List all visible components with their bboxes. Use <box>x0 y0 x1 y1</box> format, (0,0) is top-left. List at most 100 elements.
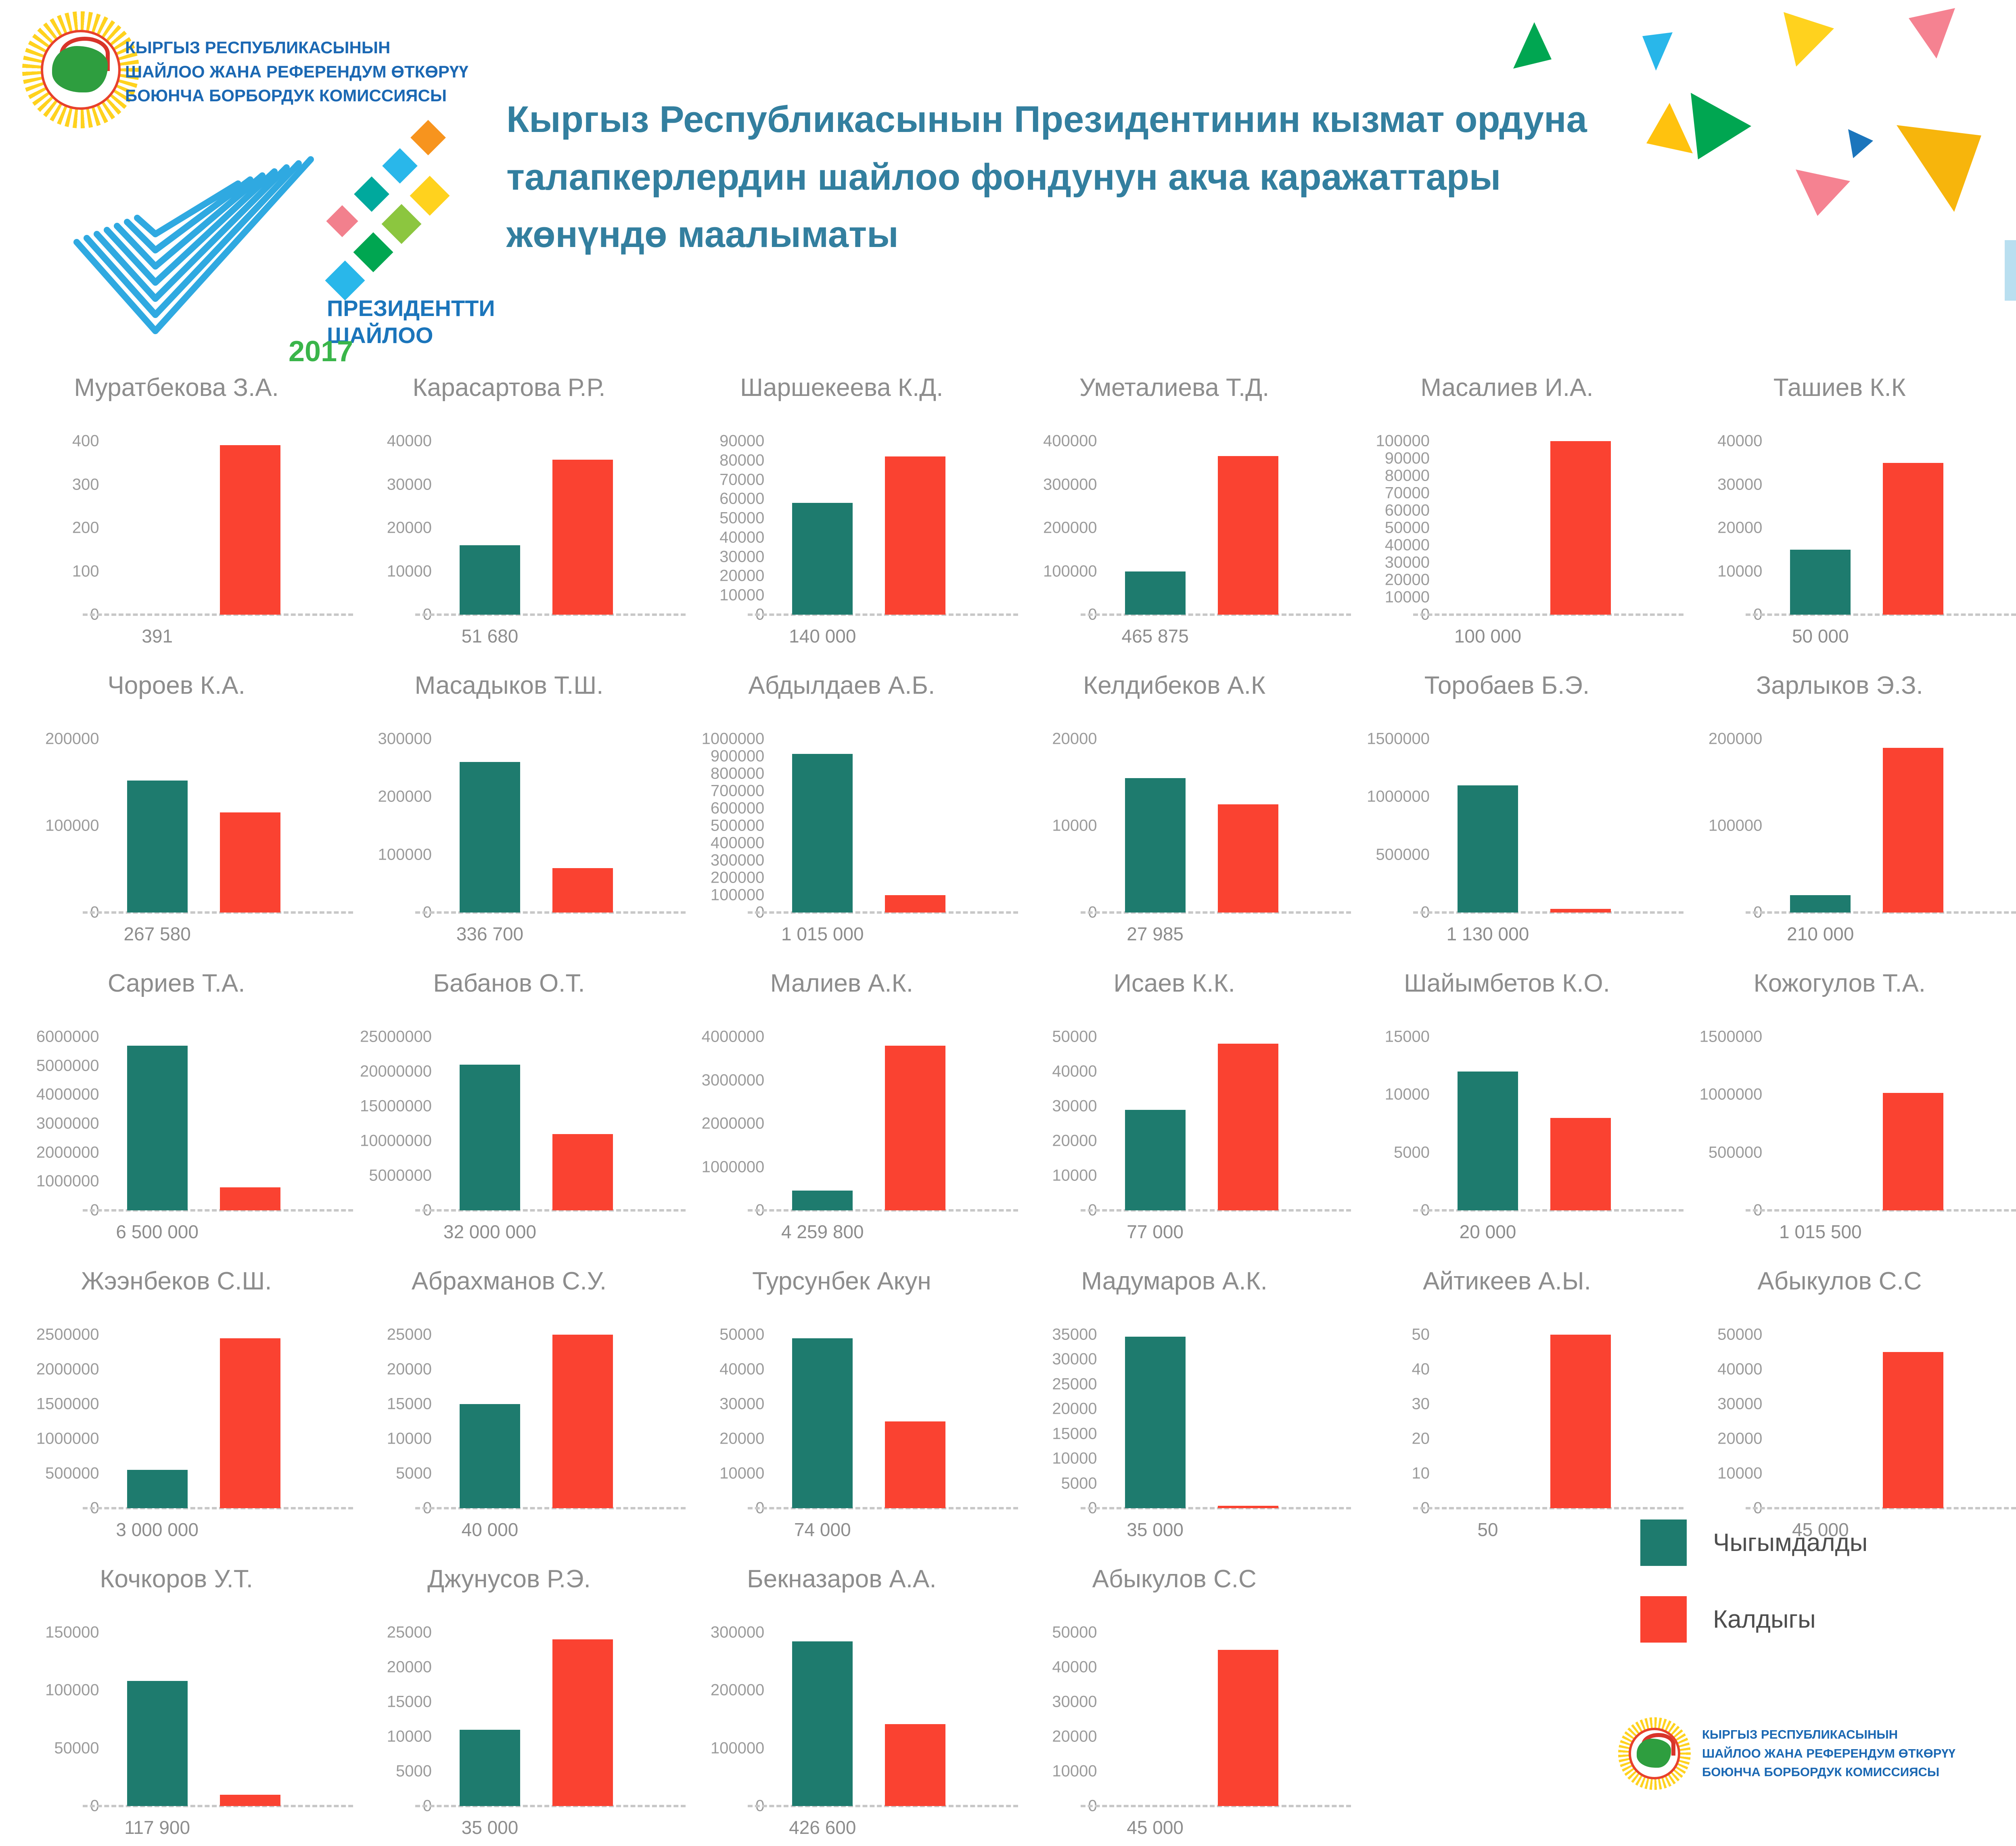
candidate-name: Уметалиева Т.Д. <box>1079 374 1269 402</box>
y-axis-tick-label: 0 <box>1420 903 1430 921</box>
y-axis-tick-label: 0 <box>1753 1499 1763 1517</box>
candidate-chart: Айтикеев А.Ы. 50 40 30 20 10 0 50 <box>1341 1249 1683 1547</box>
plot-area: 3 000 000 <box>82 1335 353 1540</box>
candidate-chart: Муратбекова З.А. 400 300 200 100 0 391 <box>10 355 353 653</box>
y-axis-tick-label: 0 <box>422 1797 432 1815</box>
plot-area: 4 259 800 <box>748 1037 1018 1242</box>
legend-label-rest: Калдыгы <box>1713 1605 1816 1633</box>
y-axis-tick-label: 20000 <box>1384 571 1430 589</box>
y-axis-tick-label: 20000 <box>719 567 765 585</box>
spent-bar <box>127 1045 188 1210</box>
y-axis-tick-label: 50000 <box>54 1739 99 1757</box>
plot-wrap: 200000 100000 0 267 580 <box>28 730 353 944</box>
y-axis-tick-label: 30000 <box>719 548 765 566</box>
y-axis: 200000 100000 0 <box>1691 730 1768 921</box>
remainder-bar <box>220 1794 280 1806</box>
y-axis-tick-label: 20000 <box>1052 1727 1097 1746</box>
candidate-chart: Турсунбек Акун 50000 40000 30000 20000 10000… <box>675 1249 1018 1547</box>
candidate-name: Мадумаров А.К. <box>1081 1267 1267 1295</box>
y-axis-tick-label: 6000000 <box>36 1028 99 1046</box>
plot-wrap: 200000 100000 0 210 000 <box>1691 730 2016 944</box>
remainder-bar <box>1217 1650 1278 1806</box>
y-axis-tick-label: 3000000 <box>701 1071 765 1089</box>
candidate-name: Абрахманов С.У. <box>411 1267 607 1295</box>
plot-area: 391 <box>82 441 353 647</box>
candidate-chart: Торобаев Б.Э. 1500000 1000000 500000 0 1 13… <box>1341 653 1683 951</box>
y-axis: 40000 30000 20000 10000 0 <box>361 432 437 624</box>
spent-bar <box>127 1470 188 1508</box>
y-axis-tick-label: 300000 <box>710 851 765 869</box>
candidate-name: Жээнбеков С.Ш. <box>81 1267 272 1295</box>
candidate-chart: Абыкулов С.С 50000 40000 30000 20000 10000 0 … <box>1673 1249 2016 1547</box>
candidate-name: Бекназаров А.А. <box>747 1565 937 1593</box>
y-axis-tick-label: 150000 <box>45 1623 99 1641</box>
plot-wrap: 50000 40000 30000 20000 10000 0 45 000 <box>1691 1326 2016 1540</box>
y-axis-tick-label: 15000 <box>387 1693 432 1711</box>
y-axis-tick-label: 1500000 <box>1367 730 1430 748</box>
fund-total-label: 50 000 <box>1792 626 1849 647</box>
legend-swatch-rest <box>1640 1596 1687 1643</box>
candidate-name: Сариев Т.А. <box>107 969 245 997</box>
y-axis-tick-label: 20000 <box>1052 1400 1097 1418</box>
legend-item-spent: Чыгымдалды <box>1640 1519 1868 1566</box>
y-axis-tick-label: 10 <box>1412 1464 1430 1482</box>
y-axis-tick-label: 20000 <box>387 519 432 537</box>
decor-triangle <box>1848 129 1873 158</box>
candidate-chart: Мадумаров А.К. 35000 30000 25000 20000 15000… <box>1008 1249 1351 1547</box>
y-axis-tick-label: 5000 <box>1394 1143 1430 1162</box>
y-axis: 50000 40000 30000 20000 10000 0 <box>1691 1326 1768 1517</box>
y-axis-tick-label: 100000 <box>1043 562 1097 580</box>
fund-total-label: 45 000 <box>1127 1817 1184 1838</box>
plot-wrap: 35000 30000 25000 20000 15000 10000 5000 0 35 0… <box>1026 1326 1351 1540</box>
candidate-chart: Жээнбеков С.Ш. 2500000 2000000 1500000 1000… <box>10 1249 353 1547</box>
plot-wrap: 25000000 20000000 15000000 10000000 5000000 0… <box>360 1028 686 1242</box>
y-axis-tick-label: 30000 <box>719 1395 765 1413</box>
y-axis: 400000 300000 200000 100000 0 <box>1026 432 1103 624</box>
legend-swatch-spent <box>1640 1519 1687 1566</box>
y-axis: 6000000 5000000 4000000 3000000 2000000 10000… <box>28 1028 105 1219</box>
plot-area: 40 000 <box>415 1335 686 1540</box>
y-axis-tick-label: 0 <box>1753 903 1763 921</box>
y-axis-tick-label: 15000 <box>387 1395 432 1413</box>
y-axis-tick-label: 10000 <box>1052 1762 1097 1780</box>
y-axis-tick-label: 300000 <box>378 730 432 748</box>
plot-wrap: 100000 90000 80000 70000 60000 50000 40000 3000… <box>1359 432 1683 647</box>
plot-wrap: 90000 80000 70000 60000 50000 40000 30000 20000… <box>693 432 1018 647</box>
y-axis: 15000 10000 5000 0 <box>1359 1028 1435 1219</box>
y-axis: 50 40 30 20 10 0 <box>1359 1326 1435 1517</box>
y-axis-tick-label: 3000000 <box>36 1114 99 1132</box>
y-axis-tick-label: 20000 <box>1717 519 1763 537</box>
y-axis: 1500000 1000000 500000 0 <box>1359 730 1435 921</box>
remainder-bar <box>1883 1093 1944 1210</box>
spent-bar <box>792 1338 853 1508</box>
remainder-bar <box>885 895 946 913</box>
y-axis-tick-label: 0 <box>1753 605 1763 624</box>
y-axis-tick-label: 2500000 <box>36 1325 99 1344</box>
y-axis-tick-label: 30000 <box>1384 553 1430 571</box>
y-axis-tick-label: 0 <box>1088 1201 1097 1219</box>
y-axis-tick-label: 1000000 <box>36 1172 99 1190</box>
decor-triangle <box>1909 8 1955 59</box>
candidate-name: Ташиев К.К <box>1773 374 1906 402</box>
y-axis-tick-label: 200 <box>72 519 99 537</box>
plot-area: 20 000 <box>1413 1037 1683 1242</box>
plot-area: 210 000 <box>1746 739 2016 944</box>
remainder-bar <box>1217 456 1278 615</box>
spent-bar <box>792 1190 853 1210</box>
y-axis-tick-label: 500000 <box>45 1464 99 1482</box>
y-axis-tick-label: 300000 <box>710 1623 765 1641</box>
y-axis-tick-label: 1500000 <box>36 1395 99 1413</box>
y-axis-tick-label: 600000 <box>710 799 765 817</box>
plot-area: 77 000 <box>1080 1037 1351 1242</box>
remainder-bar <box>552 1335 613 1508</box>
plot-wrap: 1500000 1000000 500000 0 1 130 000 <box>1359 730 1683 944</box>
y-axis: 200000 100000 0 <box>28 730 105 921</box>
y-axis-tick-label: 15000 <box>1052 1425 1097 1443</box>
spent-bar <box>459 545 520 615</box>
y-axis-tick-label: 1000000 <box>1699 1085 1763 1103</box>
plot-area: 336 700 <box>415 739 686 944</box>
y-axis-tick-label: 10000 <box>387 562 432 580</box>
spent-bar <box>127 1681 188 1806</box>
candidate-name: Келдибеков А.К <box>1083 672 1266 699</box>
y-axis-tick-label: 50000 <box>719 509 765 527</box>
